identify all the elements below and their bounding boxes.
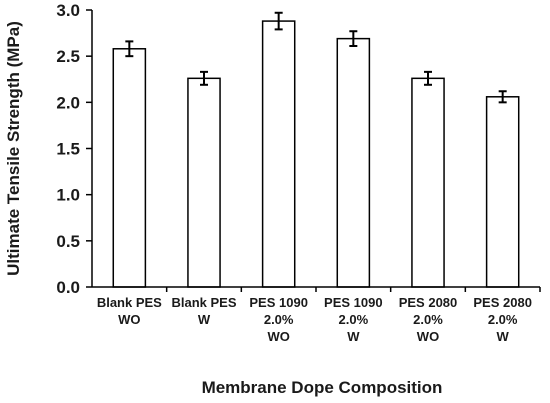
x-category-label: WO xyxy=(267,329,289,344)
bar xyxy=(112,48,147,288)
x-category-label: PES 1090 xyxy=(324,295,383,310)
y-axis-title: Ultimate Tensile Strength (MPa) xyxy=(4,21,23,276)
y-tick-label: 1.0 xyxy=(56,186,80,205)
x-category-label: 2.0% xyxy=(339,312,369,327)
x-category-label: PES 1090 xyxy=(249,295,308,310)
y-ticks-layer: 0.0 0.5 1.0 1.5 2.0 2.5 3.0 xyxy=(56,1,92,297)
x-category-label: W xyxy=(198,312,211,327)
x-category-label: Blank PES xyxy=(171,295,236,310)
x-category-label: PES 2080 xyxy=(399,295,458,310)
bar xyxy=(336,37,371,288)
x-category-label: 2.0% xyxy=(488,312,518,327)
bar xyxy=(411,77,445,288)
bar xyxy=(261,20,296,288)
y-tick-label: 2.5 xyxy=(56,47,80,66)
x-axis-title: Membrane Dope Composition xyxy=(202,378,443,397)
x-category-label: W xyxy=(347,329,360,344)
y-tick-label: 3.0 xyxy=(56,1,80,20)
x-category-label: 2.0% xyxy=(413,312,443,327)
x-category-label: WO xyxy=(417,329,439,344)
y-tick-label: 0.5 xyxy=(56,232,80,251)
x-category-label: PES 2080 xyxy=(473,295,532,310)
y-tick-label: 1.5 xyxy=(56,140,80,159)
bar xyxy=(485,96,520,288)
error-bars-layer xyxy=(125,11,507,104)
y-tick-label: 2.0 xyxy=(56,93,80,112)
x-labels-layer: Blank PES WO Blank PES W PES 1090 2.0% WO PES 1… xyxy=(97,287,541,344)
y-tick-label: 0.0 xyxy=(56,278,80,297)
bars-layer xyxy=(112,20,520,288)
bar xyxy=(187,77,221,288)
x-category-label: W xyxy=(497,329,510,344)
x-category-label: 2.0% xyxy=(264,312,294,327)
x-category-label: WO xyxy=(118,312,140,327)
x-category-label: Blank PES xyxy=(97,295,162,310)
